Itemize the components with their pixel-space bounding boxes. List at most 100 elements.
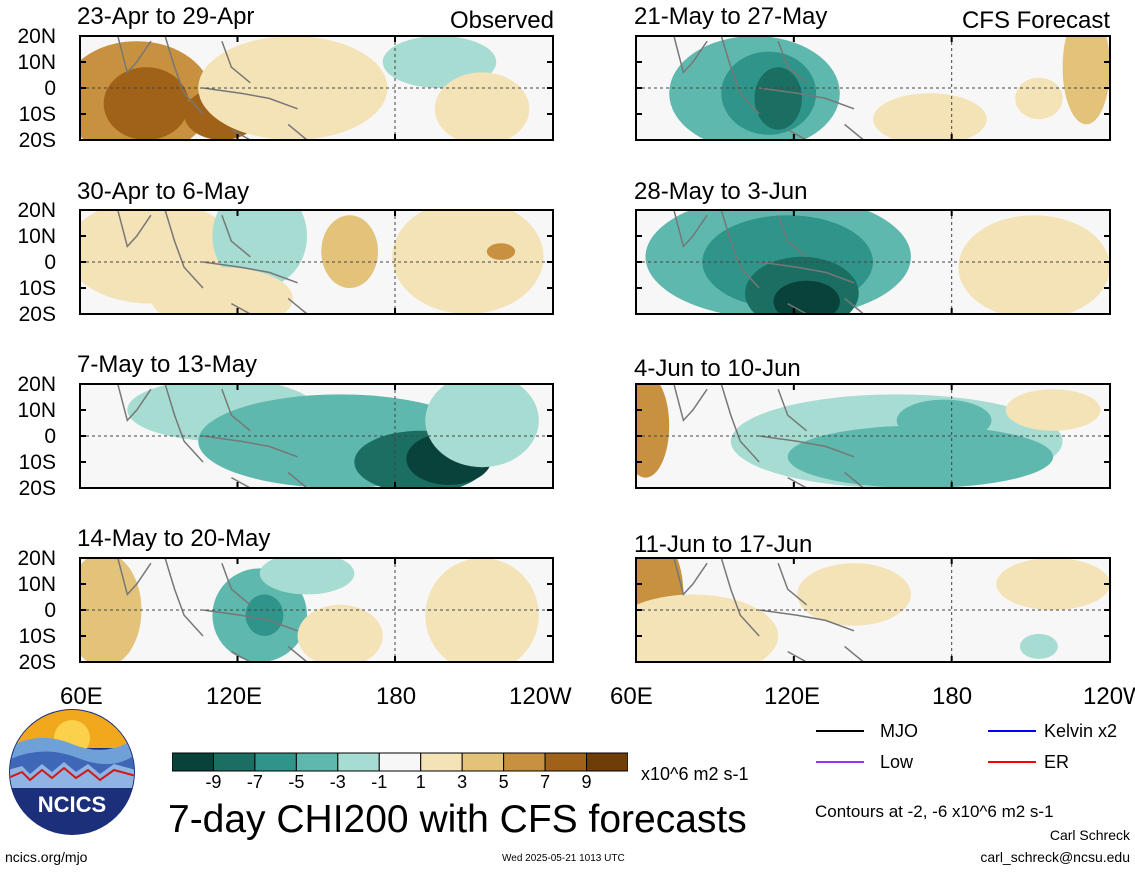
site-url: ncics.org/mjo [5, 849, 88, 865]
colorbar-tick-label: -1 [371, 772, 388, 792]
colorbar-tick-label: 9 [581, 772, 592, 792]
colorbar-tick-label: -7 [246, 772, 263, 792]
lon-label-120e-right: 120E [764, 683, 821, 710]
anomaly-shading [896, 399, 992, 442]
lat-label-1-1: 20N [17, 25, 56, 48]
anomaly-shading [1005, 389, 1101, 431]
map-panel-5 [635, 35, 1111, 141]
lat-label-3-2: 10N [17, 399, 56, 422]
ncics-logo: NCICS [9, 709, 135, 835]
anomaly-shading [486, 243, 516, 260]
panel-title-7: 4-Jun to 10-Jun [634, 355, 801, 382]
colorbar-swatch [378, 752, 422, 772]
lat-label-4-1: 20N [17, 547, 56, 570]
anomaly-shading [150, 267, 293, 314]
observed-label: Observed [449, 7, 554, 34]
lon-label-180-left: 180 [376, 683, 417, 710]
colorbar-swatch [544, 752, 588, 772]
anomaly-shading [787, 425, 1054, 488]
map-panel-1 [79, 35, 554, 141]
legend-er-label: ER [1044, 752, 1070, 772]
lat-label-1-5: 20S [18, 129, 56, 152]
contour-note: Contours at -2, -6 x10^6 m2 s-1 [815, 802, 1054, 821]
anomaly-shading [797, 563, 911, 626]
colorbar-swatch [212, 752, 256, 772]
lat-label-4-5: 20S [18, 651, 56, 674]
legend-kelvin-label: Kelvin x2 [1044, 721, 1118, 741]
lat-label-4-2: 10N [17, 573, 56, 596]
lat-label-2-4: 10S [18, 277, 56, 300]
lat-label-3-4: 10S [18, 451, 56, 474]
lat-label-1-4: 10S [18, 103, 56, 126]
lat-label-2-5: 20S [18, 303, 56, 326]
panel-title-1: 23-Apr to 29-Apr [77, 3, 255, 30]
lon-label-120e-left: 120E [206, 683, 263, 710]
colorbar-tick-label: 1 [415, 772, 426, 792]
colorbar-swatch [586, 752, 628, 772]
map-panel-3 [79, 383, 554, 489]
anomaly-shading [1019, 633, 1058, 659]
anomaly-shading [103, 67, 189, 140]
panel-title-8: 11-Jun to 17-Jun [634, 531, 813, 558]
timestamp: Wed 2025-05-21 1013 UTC [502, 853, 625, 864]
anomaly-shading [297, 604, 383, 662]
lon-label-60e-right: 60E [610, 683, 653, 710]
lat-label-2-3: 0 [44, 251, 56, 274]
colorbar [172, 752, 628, 772]
lat-label-2-2: 10N [17, 225, 56, 248]
colorbar-swatch [295, 752, 339, 772]
colorbar-swatch [337, 752, 380, 772]
colorbar-swatch [503, 752, 546, 772]
panel-title-4: 14-May to 20-May [77, 525, 271, 552]
panel-title-2: 30-Apr to 6-May [77, 178, 250, 205]
anomaly-shading [245, 594, 284, 636]
anomaly-shading [958, 215, 1110, 314]
contour-legend [816, 730, 1036, 763]
author: Carl Schreck [1049, 827, 1130, 843]
logo-text: NCICS [38, 792, 106, 817]
coastline [117, 384, 308, 488]
panel-title-3: 7-May to 13-May [77, 351, 258, 378]
map-panel-6 [635, 209, 1111, 315]
lat-label-1-2: 10N [17, 51, 56, 74]
coastline [117, 36, 308, 140]
lon-label-60e-left: 60E [60, 683, 103, 710]
coastline [117, 558, 308, 662]
anomaly-shading [636, 384, 670, 478]
colorbar-tick-label: 7 [540, 772, 551, 792]
anomaly-shading [754, 67, 802, 130]
legend-mjo-label: MJO [880, 721, 918, 741]
map-panel-2 [79, 209, 554, 315]
map-panels [79, 35, 1111, 663]
lon-label-120w-right: 120W [1083, 685, 1135, 709]
colorbar-tick-label: 5 [498, 772, 509, 792]
lat-label-3-1: 20N [17, 373, 56, 396]
anomaly-shading [1015, 77, 1063, 120]
anomaly-shading [996, 558, 1110, 610]
author-email: carl_schreck@ncsu.edu [980, 849, 1130, 865]
colorbar-tick-label: 3 [457, 772, 468, 792]
anomaly-shading [434, 72, 530, 140]
anomaly-shading [392, 210, 544, 314]
panel-title-5: 21-May to 27-May [634, 3, 828, 30]
colorbar-units: x10^6 m2 s-1 [641, 764, 749, 784]
lon-label-120w-left: 120W [509, 683, 572, 710]
map-panel-4 [79, 557, 554, 663]
anomaly-shading [425, 558, 539, 662]
colorbar-tick-label: -9 [205, 772, 222, 792]
coastline [673, 558, 864, 662]
lat-label-3-3: 0 [44, 425, 56, 448]
panel-title-6: 28-May to 3-Jun [634, 178, 808, 205]
anomaly-shading [636, 594, 779, 662]
colorbar-swatch [172, 752, 214, 772]
lat-label-4-3: 0 [44, 599, 56, 622]
forecast-label: CFS Forecast [961, 7, 1110, 34]
main-title: 7-day CHI200 with CFS forecasts [168, 798, 747, 841]
coastline [117, 210, 308, 314]
colorbar-tick-label: -3 [329, 772, 346, 792]
anomaly-shading [259, 558, 355, 595]
anomaly-shading [773, 280, 840, 314]
map-panel-7 [635, 383, 1111, 489]
coastline [673, 210, 864, 314]
lat-label-1-3: 0 [44, 77, 56, 100]
